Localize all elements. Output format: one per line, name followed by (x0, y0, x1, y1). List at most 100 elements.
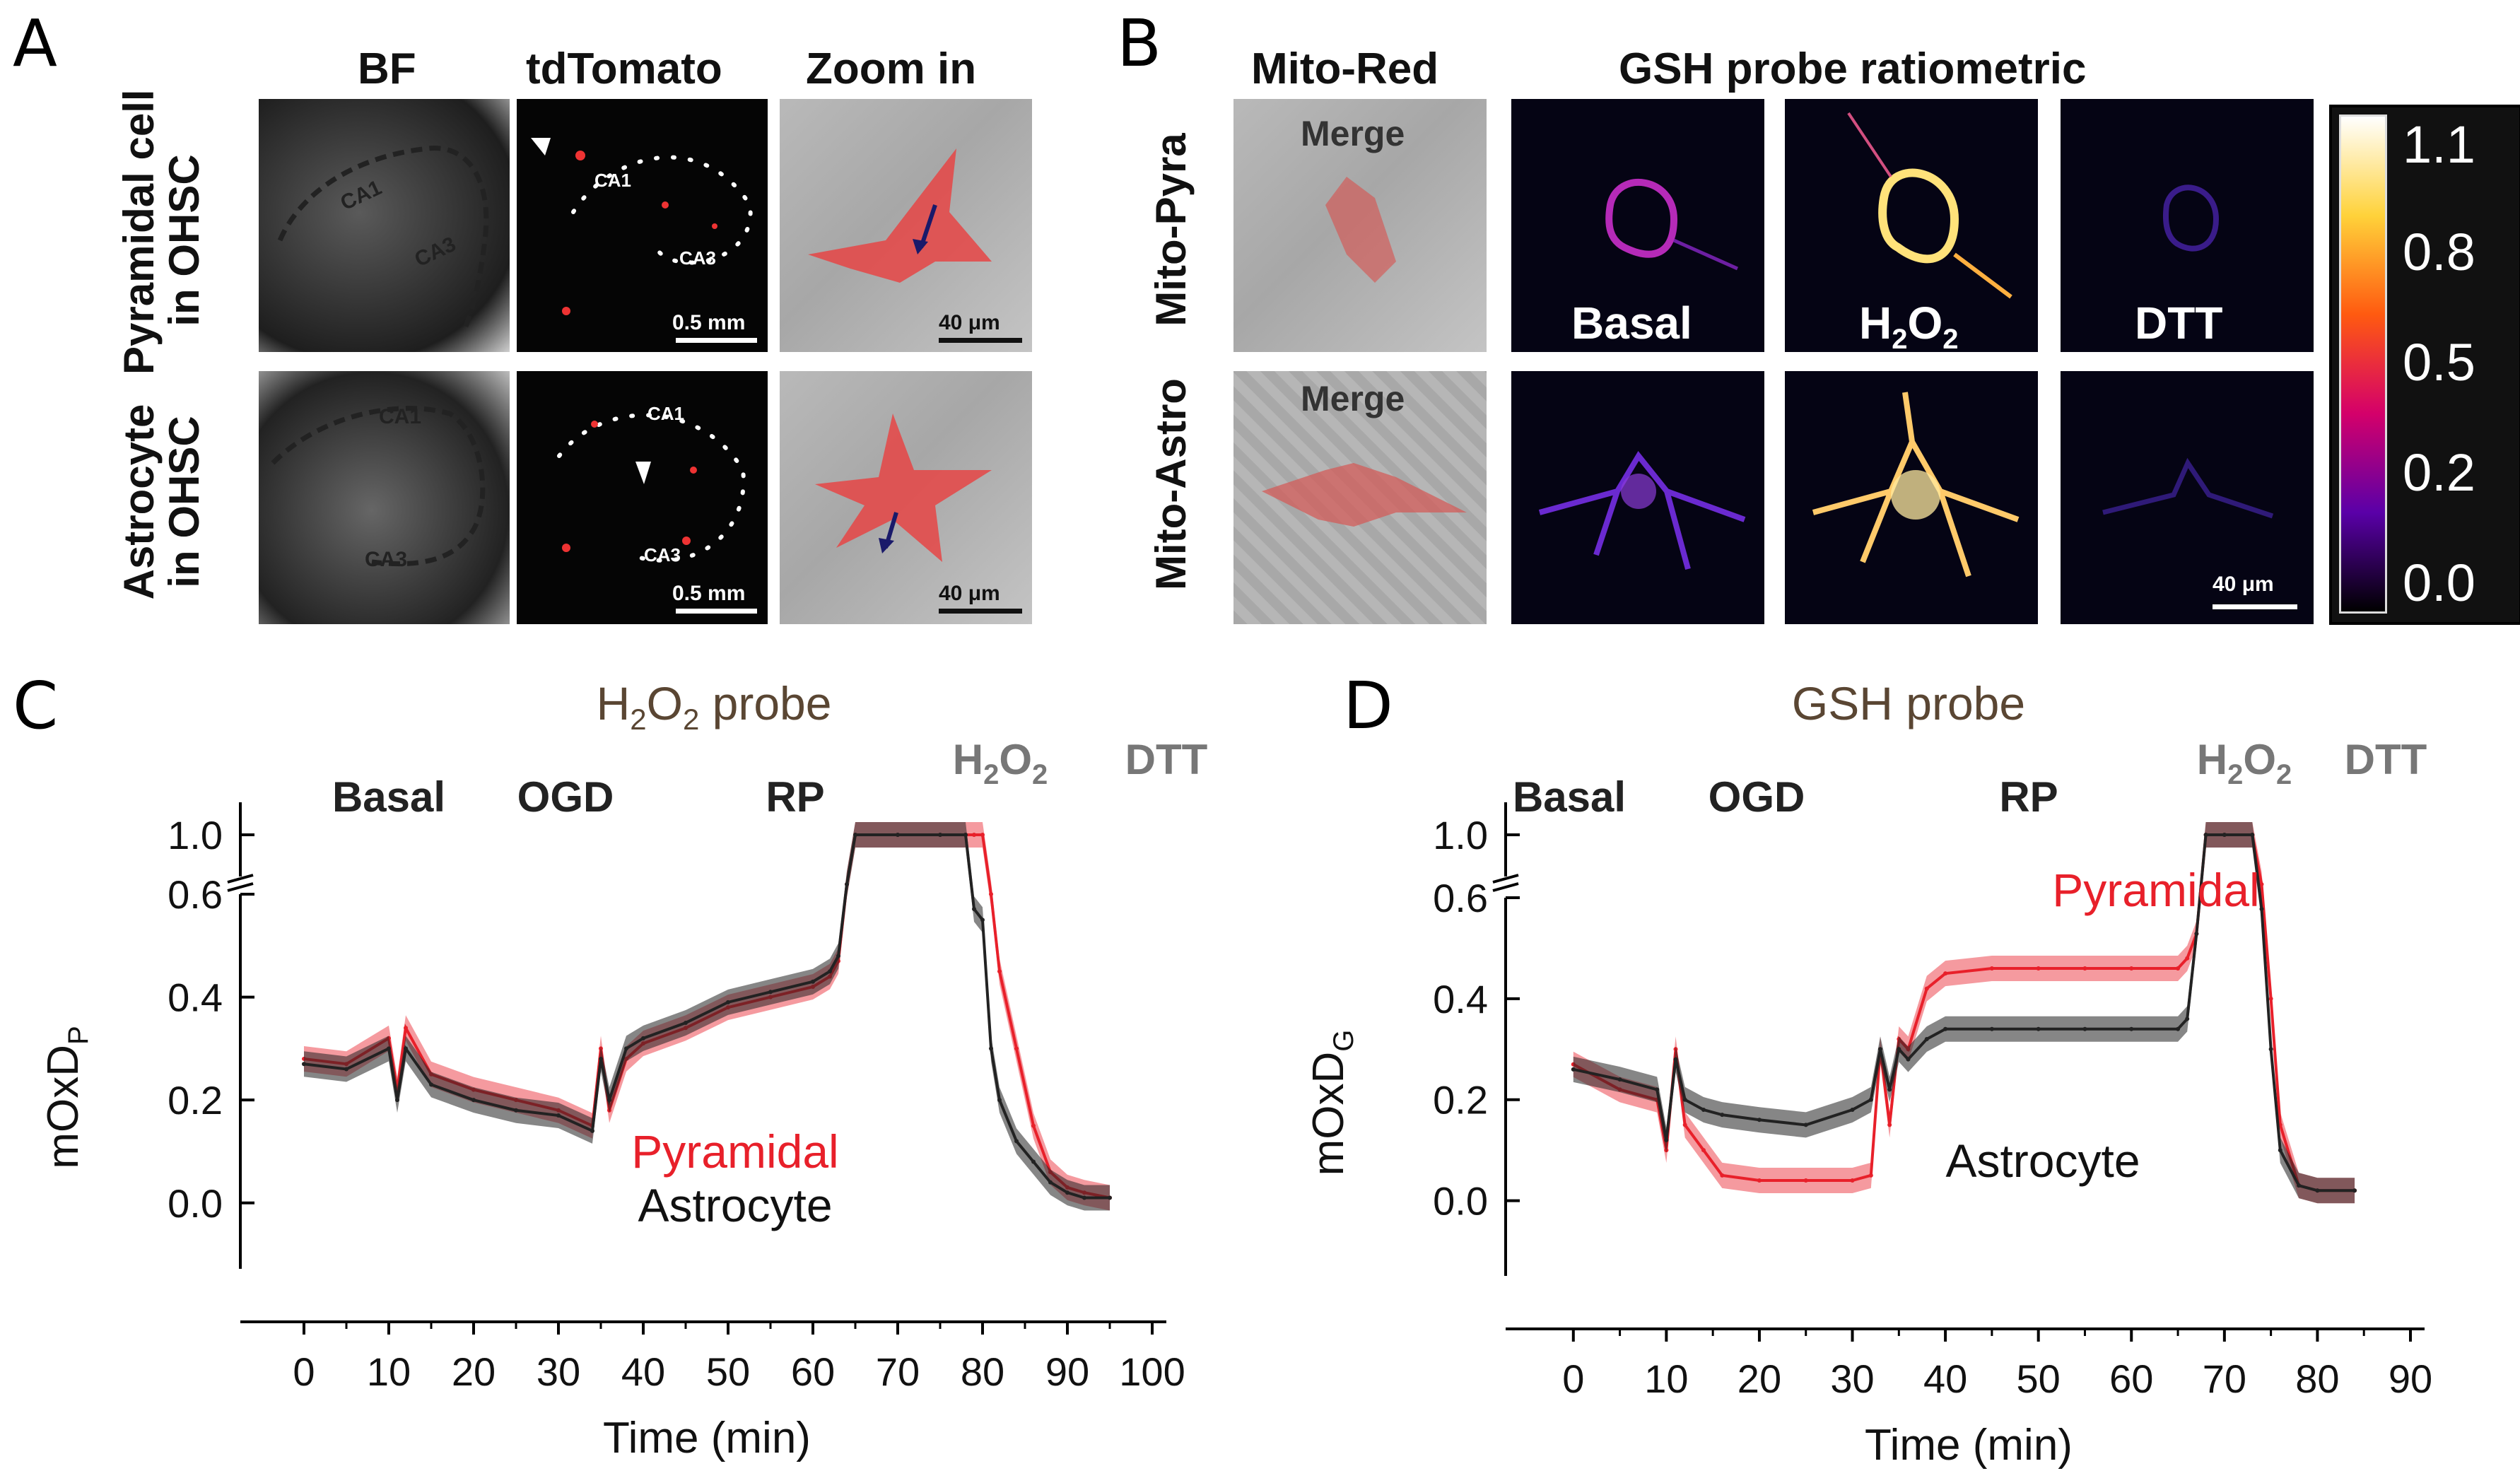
bf-dashed-outline (277, 146, 489, 334)
data-point-astrocyte-9-d (1803, 1122, 1808, 1127)
h2o2-label: H2O2 (1859, 297, 1959, 352)
series-band-astrocyte-c (304, 822, 1110, 1211)
y-label-sub-c: P (63, 1026, 94, 1045)
data-point-astrocyte-7-d (1720, 1113, 1725, 1118)
x-tick-label-20-d: 20 (1737, 1356, 1781, 1401)
bf2-ca1-label: CA1 (379, 405, 422, 428)
data-point-pyramidal-26-c (980, 833, 985, 837)
phase-dtt-d: DTT (2345, 736, 2427, 783)
y-tick-label-1-c: 0.2 (168, 1078, 223, 1122)
y-label-main-d: mOxD (1304, 1052, 1353, 1176)
data-point-pyramidal-10-d (1850, 1178, 1855, 1183)
h2o2-label-h: H (1859, 298, 1892, 348)
tdtomato-ca3-label: CA3 (679, 247, 717, 269)
basal-image-pyra: Basal (1511, 99, 1764, 352)
panel-label-b: B (1117, 6, 1162, 81)
data-point-astrocyte-8-c (556, 1113, 561, 1118)
axis-break-d (1492, 874, 1519, 892)
panel-a-header-tdtomato: tdTomato (526, 45, 722, 93)
phase-h2o2-d: H2O2 (2197, 736, 2292, 790)
x-tick-label-60-c: 60 (791, 1349, 835, 1394)
zoom-image-astrocyte: 40 μm (780, 371, 1032, 624)
data-point-astrocyte-31-d (2297, 1183, 2302, 1188)
phase-dtt-c: DTT (1125, 736, 1208, 783)
y-tick-label-0-d: 0.0 (1433, 1179, 1488, 1224)
title-rest-c: probe (699, 677, 831, 729)
x-tick-label-50-c: 50 (706, 1349, 750, 1394)
title-o-c: O (647, 677, 683, 729)
data-point-astrocyte-15-c (726, 1000, 730, 1004)
panel-a-row-label-pyramidal-line1: Pyramidal cell (115, 89, 163, 375)
phase-rp-c: RP (766, 773, 824, 821)
bf2-dashed-outline (271, 406, 486, 567)
chart-title-d: GSH probe (1792, 677, 2025, 729)
x-tick-label-90-c: 90 (1045, 1349, 1089, 1394)
data-point-astrocyte-2-c (387, 1046, 391, 1051)
panel-a-header-bf: BF (358, 45, 416, 93)
panel-b-header-mitored: Mito-Red (1251, 45, 1439, 93)
data-point-astrocyte-1-c (344, 1067, 348, 1072)
panel-a-row-label-astrocyte-line1: Astrocyte (115, 404, 163, 600)
panel-b-row-label-pyra: Mito-Pyra (1147, 133, 1195, 327)
bf-image-pyramidal: CA1 CA3 (259, 99, 510, 352)
data-point-astrocyte-23-c (938, 833, 942, 837)
data-point-pyramidal-11-d (1868, 1173, 1873, 1178)
colorbar-gradient (2339, 115, 2387, 614)
data-point-astrocyte-15-d (1906, 1057, 1911, 1062)
data-point-astrocyte-10-d (1850, 1108, 1855, 1112)
panel-label-d: D (1343, 668, 1393, 744)
data-point-astrocyte-28-d (2259, 907, 2264, 911)
data-point-astrocyte-22-d (2176, 1026, 2181, 1031)
colorbar-tick-1-1: 1.1 (2403, 115, 2475, 174)
colorbar-tick-0-2: 0.2 (2403, 443, 2475, 502)
phase-h2o2-part-1-d: 2 (2227, 759, 2243, 790)
data-point-astrocyte-21-c (853, 833, 857, 837)
dtt-label: DTT (2135, 298, 2223, 348)
data-point-astrocyte-25-d (2203, 833, 2208, 837)
data-point-astrocyte-4-c (404, 1046, 408, 1051)
h2o2-cell-astro (1812, 392, 2020, 578)
dtt-cell-astro (2102, 457, 2274, 519)
data-point-astrocyte-20-d (2082, 1026, 2087, 1031)
y-label-sub-d: G (1328, 1030, 1359, 1052)
data-point-astrocyte-20-c (845, 882, 849, 886)
data-point-pyramidal-18-d (1989, 966, 1994, 971)
data-point-astrocyte-17-c (811, 979, 815, 984)
data-point-astrocyte-11-d (1868, 1097, 1873, 1102)
tdtomato2-scale-bar (676, 609, 757, 614)
title-sub1-c: 2 (630, 703, 646, 736)
phase-h2o2-part-3-c: 2 (1032, 759, 1048, 790)
colorbar-tick-0-8: 0.8 (2403, 223, 2475, 281)
data-point-pyramidal-29-d (2268, 996, 2273, 1001)
data-point-pyramidal-20-d (2082, 966, 2087, 971)
phase-h2o2-part-2-d: O (2243, 736, 2276, 783)
data-point-astrocyte-5-c (429, 1082, 433, 1087)
panel-b-scale-bar (2213, 604, 2297, 609)
data-point-astrocyte-26-c (980, 918, 985, 922)
data-point-astrocyte-25-c (972, 907, 976, 911)
data-point-pyramidal-4-c (404, 1026, 408, 1031)
data-point-astrocyte-13-c (641, 1036, 645, 1041)
data-point-astrocyte-33-d (2352, 1188, 2357, 1193)
x-tick-label-0-c: 0 (293, 1349, 315, 1394)
legend-astrocyte-c: Astrocyte (638, 1179, 832, 1231)
panel-a-row-label-astrocyte-line2: in OHSC (160, 416, 208, 588)
y-tick-label-2-d: 0.4 (1433, 977, 1488, 1021)
data-point-astrocyte-0-d (1571, 1067, 1576, 1072)
y-tick-label-0-c: 0.0 (168, 1181, 223, 1226)
x-tick-label-50-d: 50 (2017, 1356, 2061, 1401)
y-tick-label-2-c: 0.4 (168, 975, 223, 1020)
title-sub2-c: 2 (683, 703, 699, 736)
data-point-astrocyte-0-c (302, 1062, 306, 1067)
data-point-astrocyte-22-c (896, 833, 900, 837)
data-point-astrocyte-9-c (590, 1128, 594, 1133)
merge-image-pyra: Merge (1233, 99, 1487, 352)
merge-cell-astro (1262, 463, 1467, 527)
zoom-scale-text: 40 μm (939, 311, 1000, 334)
data-point-astrocyte-18-c (828, 969, 832, 974)
dtt-image-astro: 40 μm (2061, 371, 2314, 624)
data-point-astrocyte-14-d (1897, 1047, 1901, 1052)
zoom-image-pyramidal: 40 μm (780, 99, 1032, 352)
data-point-astrocyte-4-d (1673, 1057, 1678, 1062)
